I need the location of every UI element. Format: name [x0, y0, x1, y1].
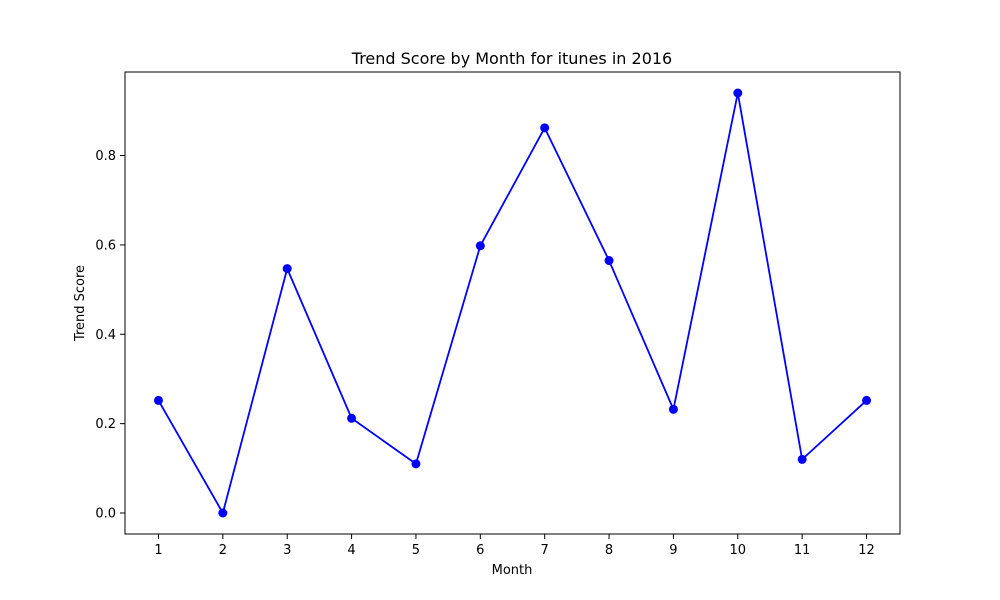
data-point — [862, 395, 872, 405]
x-tick-label: 5 — [412, 543, 420, 558]
data-point — [540, 123, 550, 133]
data-point — [347, 413, 357, 423]
series-layer — [153, 88, 872, 518]
data-point — [668, 404, 678, 414]
chart-title: Trend Score by Month for itunes in 2016 — [351, 49, 672, 68]
data-point — [604, 256, 614, 266]
data-point — [153, 395, 163, 405]
y-tick-label: 0.8 — [95, 149, 116, 164]
series-line — [157, 92, 868, 514]
data-point — [475, 241, 485, 251]
x-tick-label: 4 — [347, 543, 355, 558]
plot-area — [124, 71, 901, 535]
data-point — [411, 459, 421, 469]
y-tick-label: 0.4 — [95, 328, 116, 343]
data-point — [218, 508, 228, 518]
x-tick-label: 8 — [605, 543, 613, 558]
x-tick-label: 9 — [669, 543, 677, 558]
x-tick-label: 10 — [730, 543, 747, 558]
y-tick-label: 0.0 — [95, 507, 116, 522]
x-tick-label: 1 — [154, 543, 162, 558]
x-tick-label: 3 — [283, 543, 291, 558]
data-point — [733, 88, 743, 98]
data-point — [282, 264, 292, 274]
x-tick-label: 7 — [541, 543, 549, 558]
x-axis-label: Month — [492, 563, 533, 578]
y-axis-label: Trend Score — [73, 265, 88, 342]
y-axis-ticks: 0.0 0.2 0.4 0.6 0.8 — [95, 149, 125, 522]
data-point — [797, 454, 807, 464]
x-tick-label: 6 — [476, 543, 484, 558]
x-axis-ticks: 1 2 3 4 5 6 7 8 9 10 11 12 — [154, 534, 875, 558]
y-tick-label: 0.6 — [95, 238, 116, 253]
y-tick-label: 0.2 — [95, 417, 116, 432]
x-tick-label: 2 — [219, 543, 227, 558]
x-tick-label: 12 — [858, 543, 875, 558]
x-tick-label: 11 — [794, 543, 811, 558]
